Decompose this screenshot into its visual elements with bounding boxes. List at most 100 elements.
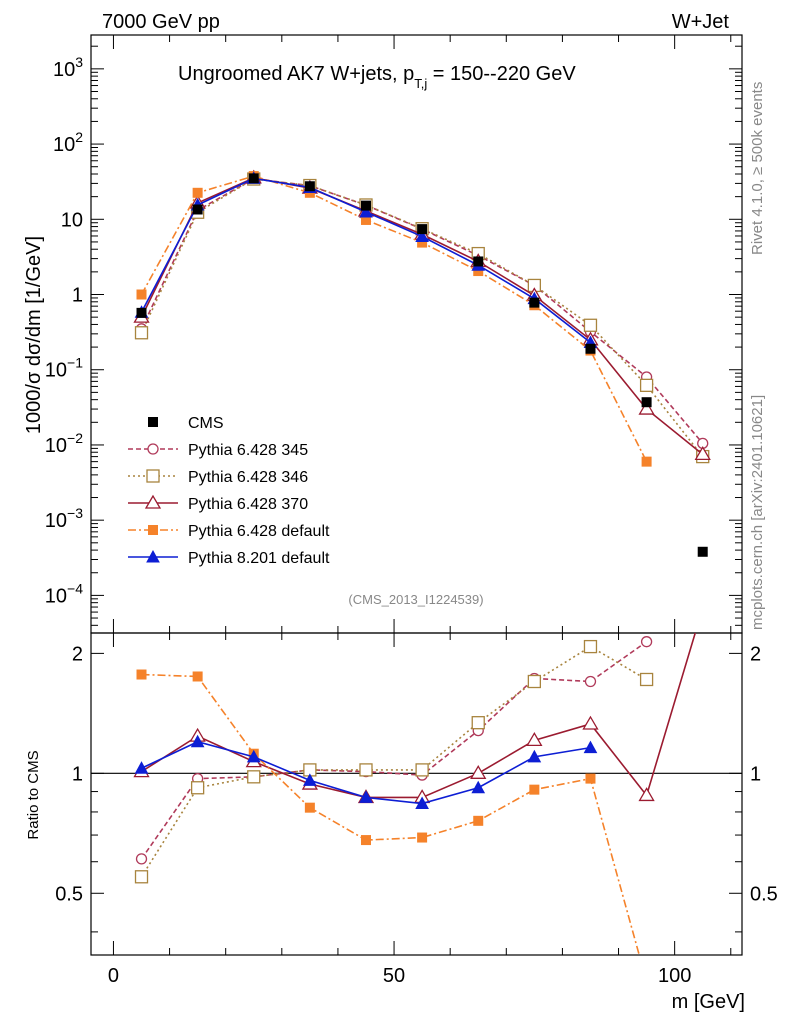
ratio-point-pythia-8-201-default <box>527 749 542 763</box>
point-pythia-6-428-346 <box>134 326 149 340</box>
cms-data-point <box>697 546 708 557</box>
main-panel-frame <box>90 34 743 634</box>
ratio-point-pythia-6-428-370 <box>638 787 655 802</box>
y-axis-label: 1000/σ dσ/dm [1/GeV] <box>23 236 45 434</box>
legend-label-pythia-6-428-370: Pythia 6.428 370 <box>188 496 308 513</box>
legend-label-pythia-8-201-default: Pythia 8.201 default <box>188 550 330 567</box>
point-pythia-8-201-default <box>415 229 429 243</box>
ratio-line-pythia-6-428-345 <box>140 641 648 860</box>
y-tick-label: 1 <box>72 285 83 307</box>
ratio-line-pythia-6-428-default <box>141 673 641 955</box>
ratio-panel-frame <box>90 632 743 956</box>
cms-data-point <box>529 297 540 308</box>
ratio-point-pythia-8-201-default <box>359 790 373 803</box>
ratio-point-pythia-6-428-346 <box>134 870 149 884</box>
ratio-point-pythia-6-428-default <box>360 835 371 846</box>
ratio-point-pythia-8-201-default <box>303 773 317 786</box>
header-process: W+Jet <box>672 11 730 33</box>
cms-data-point <box>248 173 259 184</box>
title-main: Ungroomed AK7 W+jets, p <box>178 63 414 85</box>
ratio-point-pythia-6-428-346 <box>639 672 654 687</box>
ratio-point-pythia-6-428-default <box>136 669 147 680</box>
point-pythia-6-428-default <box>192 187 203 198</box>
ratio-point-pythia-8-201-default <box>246 749 261 763</box>
ratio-point-pythia-6-428-345 <box>584 675 597 688</box>
y-tick-label: 10−2 <box>45 430 83 457</box>
y-tick-label: 103 <box>53 54 83 81</box>
ratio-point-pythia-6-428-346 <box>247 770 261 784</box>
ratio-point-pythia-6-428-370 <box>470 765 487 779</box>
legend-label-pythia-6-428-default: Pythia 6.428 default <box>188 523 330 540</box>
cms-data-point <box>136 307 147 318</box>
ratio-point-pythia-8-201-default <box>190 734 205 748</box>
ratio-point-pythia-8-201-default <box>471 780 486 794</box>
ratio-point-pythia-6-428-345 <box>135 853 148 865</box>
ratio-point-pythia-6-428-default <box>529 784 540 795</box>
legend-marker-cms <box>148 417 158 427</box>
ratio-point-pythia-6-428-default <box>417 832 428 843</box>
point-pythia-6-428-370 <box>638 400 655 415</box>
cms-data-point <box>473 256 484 267</box>
ratio-tick-label-right: 0.5 <box>750 883 778 905</box>
cms-data-point <box>641 397 652 408</box>
ratio-point-pythia-8-201-default <box>415 796 429 810</box>
series-line-pythia-6-428-345 <box>140 178 704 444</box>
x-tick-label: 100 <box>658 965 691 987</box>
x-axis-label: m [GeV] <box>672 991 745 1013</box>
analysis-id: (CMS_2013_I1224539) <box>348 592 483 607</box>
point-pythia-6-428-default <box>136 289 147 300</box>
ratio-point-pythia-6-428-346 <box>190 781 205 795</box>
point-pythia-8-201-default <box>359 204 373 218</box>
point-pythia-6-428-default <box>641 456 652 467</box>
point-pythia-6-428-370 <box>694 446 711 460</box>
legend-label-cms: CMS <box>188 415 224 432</box>
legend-marker-pythia-6-428-346 <box>146 469 160 483</box>
ratio-point-pythia-6-428-default <box>192 671 203 682</box>
ratio-axis-label: Ratio to CMS <box>25 750 42 839</box>
point-pythia-6-428-346 <box>583 318 598 332</box>
ratio-point-pythia-6-428-370 <box>526 732 543 746</box>
ratio-point-pythia-6-428-346 <box>471 716 485 730</box>
chart-title: Ungroomed AK7 W+jets, pT,j = 150--220 Ge… <box>178 63 576 91</box>
series-line-pythia-6-428-default <box>140 175 648 462</box>
ratio-point-pythia-6-428-346 <box>527 674 542 689</box>
cms-data-point <box>192 204 203 215</box>
cms-data-point <box>417 224 428 235</box>
point-pythia-6-428-346 <box>639 378 654 392</box>
y-tick-label: 102 <box>53 129 83 156</box>
ratio-tick-label: 0.5 <box>55 883 83 905</box>
cms-data-point <box>304 181 315 192</box>
header-energy: 7000 GeV pp <box>102 11 220 33</box>
rivet-label: Rivet 4.1.0, ≥ 500k events <box>749 82 766 255</box>
series-line-pythia-6-428-346 <box>140 178 704 458</box>
ratio-tick-label-right: 2 <box>750 643 761 665</box>
y-tick-label: 10 <box>61 209 83 231</box>
ratio-tick-label-right: 1 <box>750 763 761 785</box>
series-line-pythia-6-428-370 <box>140 177 704 455</box>
legend-marker-pythia-6-428-370 <box>144 494 162 509</box>
x-tick-label: 50 <box>383 965 405 987</box>
cms-data-point <box>360 200 371 211</box>
cms-data-point <box>585 343 596 354</box>
ratio-point-pythia-6-428-370 <box>582 715 599 730</box>
ratio-point-pythia-8-201-default <box>134 761 149 774</box>
legend-marker-pythia-6-428-345 <box>147 443 159 455</box>
ratio-point-pythia-6-428-default <box>585 773 596 784</box>
x-tick-label: 0 <box>108 965 119 987</box>
legend-label-pythia-6-428-346: Pythia 6.428 346 <box>188 469 308 486</box>
ratio-point-pythia-6-428-346 <box>415 763 429 777</box>
ratio-point-pythia-6-428-default <box>473 815 484 826</box>
title-sub: T,j <box>414 76 427 91</box>
ratio-point-pythia-6-428-345 <box>640 636 653 648</box>
ratio-point-pythia-8-201-default <box>583 740 598 754</box>
y-tick-label: 10−3 <box>45 505 83 532</box>
legend-marker-pythia-6-428-default <box>148 525 158 535</box>
ratio-point-pythia-6-428-346 <box>359 763 373 777</box>
title-rest: = 150--220 GeV <box>427 63 576 85</box>
ratio-point-pythia-6-428-default <box>304 802 315 813</box>
ratio-tick-label: 1 <box>72 763 83 785</box>
legend-label-pythia-6-428-345: Pythia 6.428 345 <box>188 442 308 459</box>
legend-marker-pythia-8-201-default <box>146 549 160 563</box>
mcplots-label: mcplots.cern.ch [arXiv:2401.10621] <box>749 395 766 630</box>
